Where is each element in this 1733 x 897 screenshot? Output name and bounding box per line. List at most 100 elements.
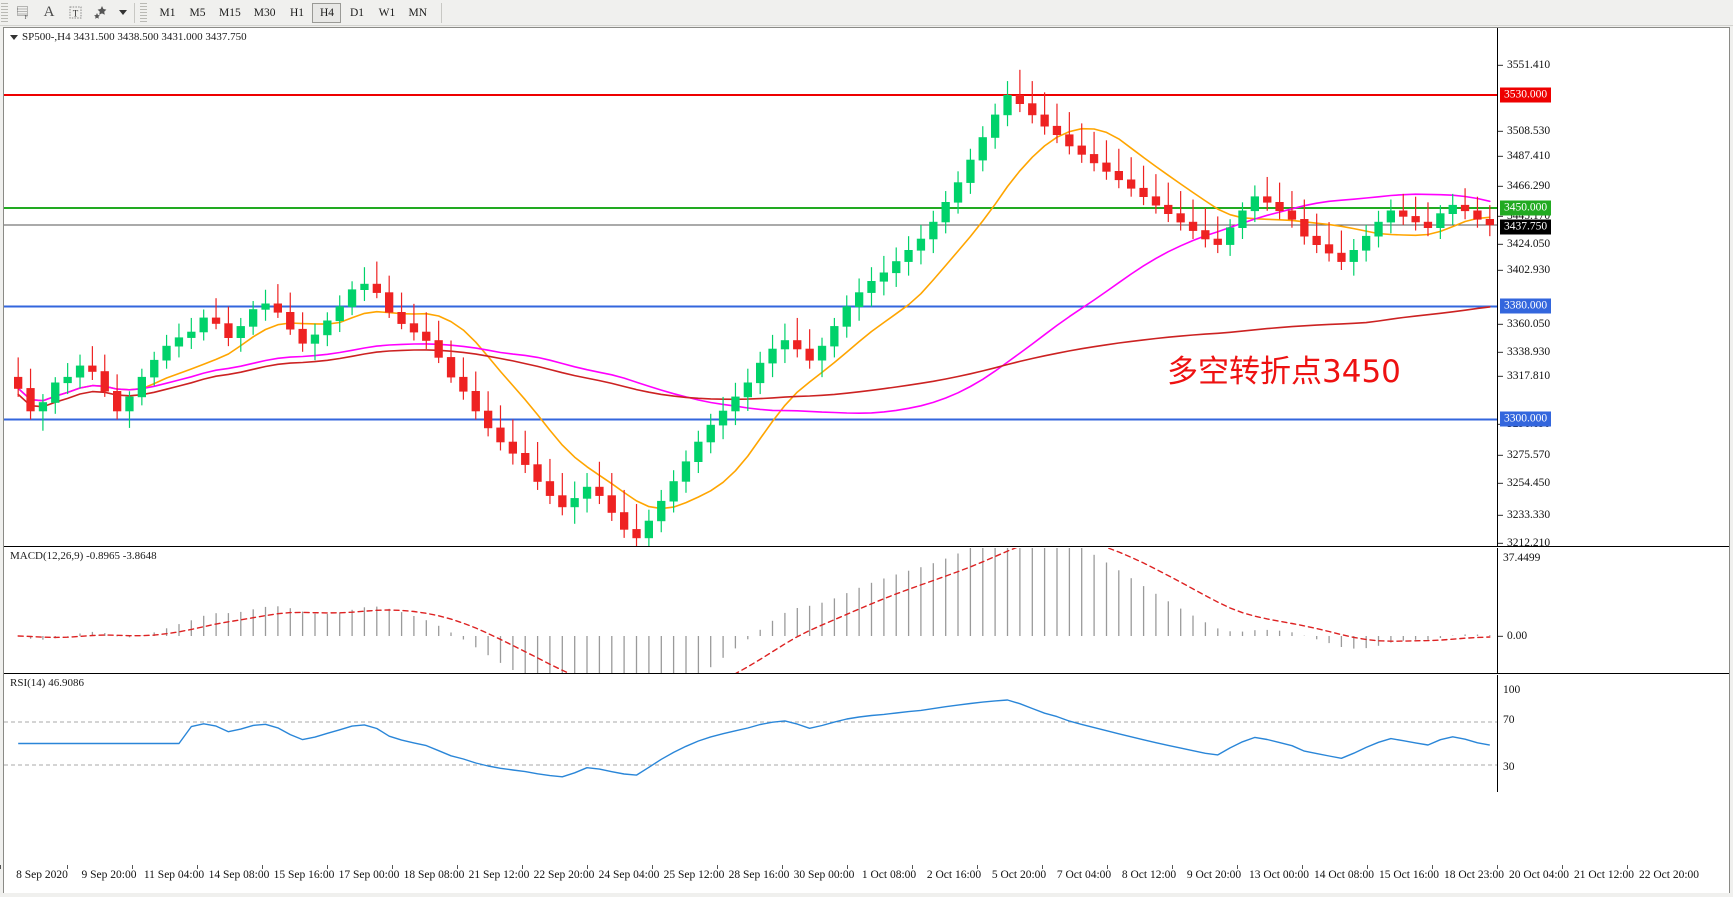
candle-body xyxy=(1201,230,1210,240)
candle-body xyxy=(1176,213,1185,223)
price-plot[interactable] xyxy=(4,28,1498,546)
indicators-dropdown-chevron-down-icon[interactable] xyxy=(114,2,130,24)
rsi-scale[interactable]: 100 70 30 0 xyxy=(1497,675,1729,792)
candle-body xyxy=(310,334,320,344)
price-level-badge[interactable]: 3437.750 xyxy=(1500,219,1552,235)
macd-histogram xyxy=(29,548,1491,673)
price-pane[interactable]: SP500-,H4 3431.500 3438.500 3431.000 343… xyxy=(4,28,1729,547)
price-tick: 3487.410 xyxy=(1498,150,1550,162)
candle-body xyxy=(1127,179,1136,189)
time-tick-separator xyxy=(587,865,588,869)
candle-body xyxy=(1263,196,1272,203)
candle-body xyxy=(533,464,542,482)
candle-body xyxy=(558,495,567,508)
time-axis[interactable]: 8 Sep 2020 9 Sep 20:00 11 Sep 04:00 14 Sep … xyxy=(0,865,1730,894)
text-label-icon[interactable]: T xyxy=(62,2,88,24)
candle-body xyxy=(929,221,938,240)
rsi-plot[interactable] xyxy=(4,675,1498,792)
price-level-badge[interactable]: 3300.000 xyxy=(1500,411,1552,427)
candle-body xyxy=(718,410,728,426)
candle-body xyxy=(941,202,950,223)
candle-body xyxy=(162,345,171,361)
candle-body xyxy=(100,371,109,392)
candle-body xyxy=(1362,235,1371,251)
candle-body xyxy=(397,311,406,324)
candle-body xyxy=(805,348,814,361)
timeframe-h4[interactable]: H4 xyxy=(312,2,342,23)
timeframe-h1[interactable]: H1 xyxy=(282,3,311,23)
timeframe-mn[interactable]: MN xyxy=(402,3,433,23)
candle-body xyxy=(211,317,221,324)
timeframe-m5[interactable]: M5 xyxy=(183,3,212,23)
price-tick: 3212.210 xyxy=(1498,537,1550,546)
time-tick-label: 8 Sep 2020 xyxy=(16,869,68,881)
chart-canvas[interactable]: SP500-,H4 3431.500 3438.500 3431.000 343… xyxy=(3,27,1730,894)
timeframe-label: M1 xyxy=(159,6,176,19)
macd-scale[interactable]: 37.4499 0.00 -40.4125 xyxy=(1497,548,1729,673)
candle-body xyxy=(384,292,394,313)
candle-body xyxy=(1114,171,1123,181)
candle-body xyxy=(768,348,777,364)
candle-body xyxy=(1374,221,1383,237)
price-tick: 3360.050 xyxy=(1498,318,1550,330)
candle-body xyxy=(570,498,579,508)
macd-pane[interactable]: MACD(12,26,9) -0.8965 -3.8648 37.4499 0.0… xyxy=(4,548,1729,674)
time-tick-separator xyxy=(262,865,263,869)
price-tick: 3233.330 xyxy=(1498,509,1550,521)
timeframe-w1[interactable]: W1 xyxy=(372,3,401,23)
time-tick-separator xyxy=(132,865,133,869)
time-tick-label: 21 Sep 12:00 xyxy=(468,869,530,881)
time-tick-label: 18 Oct 23:00 xyxy=(1443,869,1505,881)
candle-body xyxy=(323,320,332,336)
candle-body xyxy=(1102,162,1111,172)
candle-body xyxy=(286,311,295,330)
time-tick-separator xyxy=(1432,865,1433,869)
price-level-badge[interactable]: 3530.000 xyxy=(1500,87,1552,103)
symbol-collapse-arrow-icon[interactable] xyxy=(10,35,18,40)
toolbar-grip[interactable] xyxy=(1,2,8,23)
candle-body xyxy=(459,376,468,392)
price-level-badge[interactable]: 3380.000 xyxy=(1500,298,1552,314)
candle-body xyxy=(632,529,641,539)
timeframe-m30[interactable]: M30 xyxy=(248,3,282,23)
timeframe-m15[interactable]: M15 xyxy=(213,3,247,23)
timeframe-m1[interactable]: M1 xyxy=(153,3,182,23)
candle-body xyxy=(1473,210,1482,220)
candle-body xyxy=(953,182,963,203)
time-tick-separator xyxy=(782,865,783,869)
timeframe-bar-grip[interactable] xyxy=(140,2,147,23)
time-tick-label: 28 Sep 16:00 xyxy=(728,869,790,881)
price-level-badge[interactable]: 3450.000 xyxy=(1500,200,1552,216)
macd-plot[interactable] xyxy=(4,548,1498,673)
candle-body xyxy=(422,331,431,341)
candle-body xyxy=(51,382,60,403)
candle-body xyxy=(545,481,555,496)
time-tick-separator xyxy=(652,865,653,869)
timeframe-d1[interactable]: D1 xyxy=(342,3,371,23)
horizontal-scrollbar[interactable] xyxy=(0,893,1733,897)
time-tick-separator xyxy=(522,865,523,869)
price-series-svg xyxy=(4,69,1498,546)
time-tick-label: 2 Oct 16:00 xyxy=(926,869,982,881)
macd-tick: -40.4125 xyxy=(1498,672,1544,673)
text-font-icon[interactable]: A xyxy=(36,2,62,24)
candle-body xyxy=(1275,202,1284,212)
price-tick: 3275.570 xyxy=(1498,449,1550,461)
templates-icon[interactable]: F xyxy=(10,2,36,24)
candle-body xyxy=(1003,94,1012,116)
candle-body xyxy=(261,303,270,310)
candle-body xyxy=(780,340,790,350)
rsi-pane[interactable]: RSI(14) 46.9086 100 70 30 0 xyxy=(4,675,1729,792)
candle-body xyxy=(150,359,159,378)
timeframe-label: W1 xyxy=(378,6,396,19)
time-tick-separator xyxy=(847,865,848,869)
candle-body xyxy=(335,306,344,322)
candle-body xyxy=(731,396,740,412)
candle-body xyxy=(793,340,802,350)
price-scale[interactable]: 3551.410 3508.530 3487.410 3466.290 3445.170… xyxy=(1497,28,1729,546)
candle-body xyxy=(249,309,258,327)
indicators-icon[interactable] xyxy=(88,2,114,24)
time-tick-label: 1 Oct 08:00 xyxy=(861,869,917,881)
time-tick-label: 9 Sep 20:00 xyxy=(81,869,137,881)
candle-body xyxy=(582,486,592,499)
